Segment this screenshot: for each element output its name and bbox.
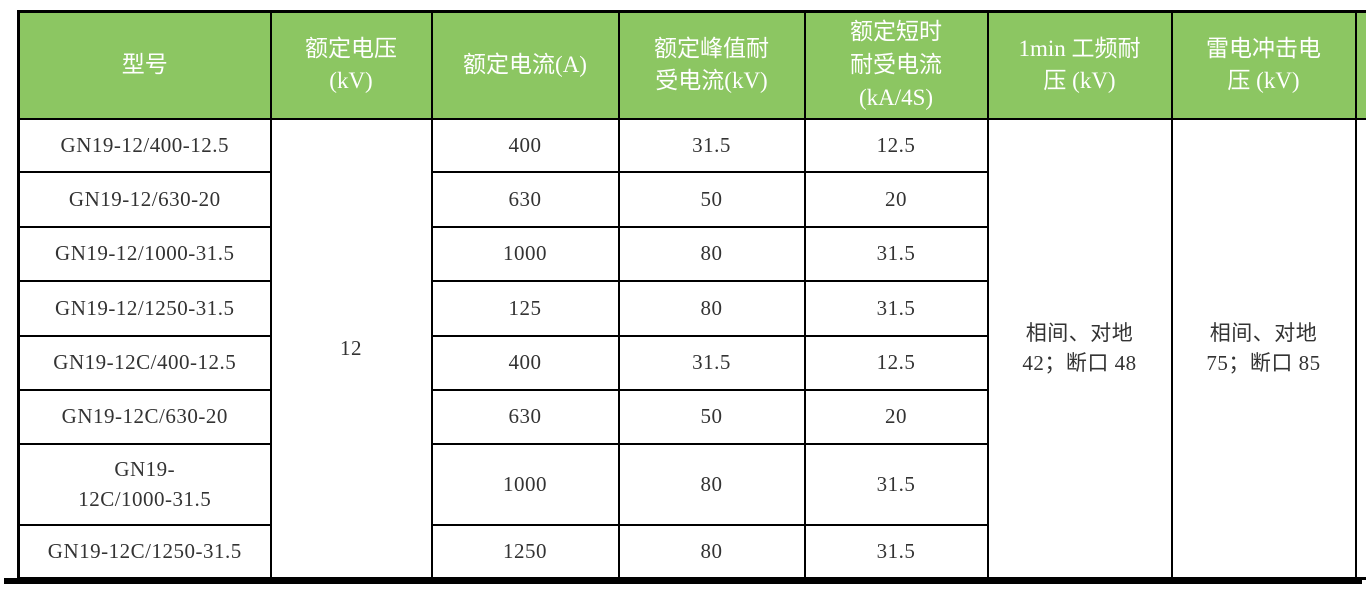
header-model: 型号 bbox=[17, 10, 272, 120]
cell-short-time: 12.5 bbox=[803, 117, 989, 173]
header-row: 型号 额定电压 (kV) 额定电流(A) 额定峰值耐 受电流(kV) 额定短时 … bbox=[17, 10, 1366, 120]
cell-short-time: 31.5 bbox=[803, 523, 989, 580]
cell-model: GN19-12/1000-31.5 bbox=[17, 225, 272, 282]
cell-clipped-column bbox=[1354, 117, 1366, 580]
table-row: GN19-12C/630-20 630 50 20 bbox=[17, 388, 1366, 445]
table-bottom-border bbox=[4, 578, 1362, 584]
cell-current: 630 bbox=[430, 388, 620, 445]
header-rated-current: 额定电流(A) bbox=[430, 10, 620, 120]
cell-current: 1000 bbox=[430, 225, 620, 282]
cell-model: GN19-12C/630-20 bbox=[17, 388, 272, 445]
cell-peak: 80 bbox=[617, 442, 806, 526]
table-row: GN19- 12C/1000-31.5 1000 80 31.5 bbox=[17, 442, 1366, 526]
cell-model: GN19-12/630-20 bbox=[17, 170, 272, 228]
cell-peak: 50 bbox=[617, 170, 806, 228]
cell-model: GN19-12/400-12.5 bbox=[17, 117, 272, 173]
cell-power-freq-merged: 相间、对地 42；断口 48 bbox=[986, 117, 1173, 580]
table-row: GN19-12C/400-12.5 400 31.5 12.5 bbox=[17, 334, 1366, 391]
cell-peak: 50 bbox=[617, 388, 806, 445]
table-row: GN19-12/1000-31.5 1000 80 31.5 bbox=[17, 225, 1366, 282]
header-peak-withstand: 额定峰值耐 受电流(kV) bbox=[617, 10, 806, 120]
cell-current: 1250 bbox=[430, 523, 620, 580]
cell-model: GN19-12C/1250-31.5 bbox=[17, 523, 272, 580]
cell-model: GN19-12C/400-12.5 bbox=[17, 334, 272, 391]
cell-short-time: 20 bbox=[803, 388, 989, 445]
cell-current: 1000 bbox=[430, 442, 620, 526]
header-clipped-column bbox=[1354, 10, 1366, 120]
cell-current: 125 bbox=[430, 279, 620, 337]
spec-table: 型号 额定电压 (kV) 额定电流(A) 额定峰值耐 受电流(kV) 额定短时 … bbox=[17, 10, 1366, 580]
cell-peak: 80 bbox=[617, 225, 806, 282]
cell-rated-voltage-merged: 12 bbox=[269, 117, 433, 580]
cell-short-time: 12.5 bbox=[803, 334, 989, 391]
table-row: GN19-12/1250-31.5 125 80 31.5 bbox=[17, 279, 1366, 337]
header-short-time-withstand: 额定短时 耐受电流 (kA/4S) bbox=[803, 10, 989, 120]
cell-short-time: 31.5 bbox=[803, 225, 989, 282]
cell-short-time: 31.5 bbox=[803, 442, 989, 526]
cell-current: 400 bbox=[430, 334, 620, 391]
table-body: GN19-12/400-12.5 12 400 31.5 12.5 相间、对地 … bbox=[17, 117, 1366, 580]
table-row: GN19-12C/1250-31.5 1250 80 31.5 bbox=[17, 523, 1366, 580]
cell-short-time: 31.5 bbox=[803, 279, 989, 337]
cell-current: 630 bbox=[430, 170, 620, 228]
cell-peak: 31.5 bbox=[617, 334, 806, 391]
header-rated-voltage: 额定电压 (kV) bbox=[269, 10, 433, 120]
cell-peak: 80 bbox=[617, 279, 806, 337]
cell-model: GN19-12/1250-31.5 bbox=[17, 279, 272, 337]
cell-lightning-merged: 相间、对地 75；断口 85 bbox=[1170, 117, 1357, 580]
header-power-freq-withstand: 1min 工频耐 压 (kV) bbox=[986, 10, 1173, 120]
table-row: GN19-12/630-20 630 50 20 bbox=[17, 170, 1366, 228]
cell-peak: 31.5 bbox=[617, 117, 806, 173]
header-lightning-impulse: 雷电冲击电 压 (kV) bbox=[1170, 10, 1357, 120]
cell-peak: 80 bbox=[617, 523, 806, 580]
cell-model: GN19- 12C/1000-31.5 bbox=[17, 442, 272, 526]
cell-current: 400 bbox=[430, 117, 620, 173]
table-row: GN19-12/400-12.5 12 400 31.5 12.5 相间、对地 … bbox=[17, 117, 1366, 580]
spec-table-container: 型号 额定电压 (kV) 额定电流(A) 额定峰值耐 受电流(kV) 额定短时 … bbox=[17, 10, 1366, 582]
table-header: 型号 额定电压 (kV) 额定电流(A) 额定峰值耐 受电流(kV) 额定短时 … bbox=[17, 10, 1366, 120]
cell-short-time: 20 bbox=[803, 170, 989, 228]
